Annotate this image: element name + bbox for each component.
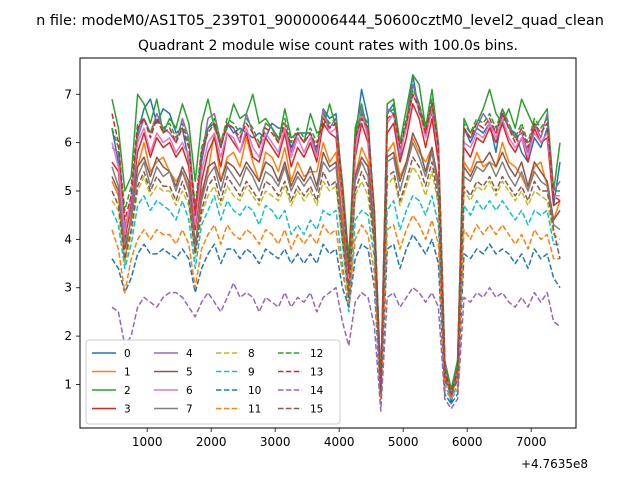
legend-label-5: 5 <box>186 367 193 379</box>
legend-label-1: 1 <box>124 367 131 379</box>
x-tick-label: 4000 <box>324 435 355 449</box>
series-line-13 <box>111 93 561 395</box>
y-tick-label: 4 <box>64 232 72 246</box>
figure-suptitle: n file: modeM0/AS1T05_239T01_9000006444_… <box>36 13 604 29</box>
legend-label-10: 10 <box>248 385 261 397</box>
x-offset-label: +4.7635e8 <box>521 457 588 471</box>
legend-label-4: 4 <box>186 348 193 360</box>
x-tick-label: 3000 <box>260 435 291 449</box>
legend-label-6: 6 <box>186 385 193 397</box>
legend-label-0: 0 <box>124 348 131 360</box>
series-line-1 <box>111 132 561 391</box>
legend-label-14: 14 <box>310 385 324 397</box>
legend-label-3: 3 <box>124 404 131 416</box>
legend-label-12: 12 <box>310 348 323 360</box>
series-line-3 <box>111 103 561 395</box>
axes-frame <box>79 57 577 429</box>
legend-label-2: 2 <box>124 385 131 397</box>
x-tick-label: 1000 <box>132 435 163 449</box>
series-line-9 <box>111 195 560 400</box>
series-line-15 <box>111 156 561 395</box>
legend-label-13: 13 <box>310 367 323 379</box>
series-line-11 <box>111 214 560 400</box>
legend-label-11: 11 <box>248 404 261 416</box>
legend-label-15: 15 <box>310 404 323 416</box>
legend-box <box>85 339 341 425</box>
y-tick-label: 2 <box>64 329 72 343</box>
x-tick-label: 7000 <box>516 435 547 449</box>
series-line-10 <box>111 233 561 405</box>
series-line-7 <box>111 141 561 395</box>
x-tick-label: 2000 <box>196 435 227 449</box>
y-tick-label: 1 <box>64 377 72 391</box>
series-line-5 <box>111 132 561 391</box>
y-tick-label: 3 <box>64 281 72 295</box>
legend-label-9: 9 <box>248 367 255 379</box>
x-tick-label: 5000 <box>388 435 419 449</box>
y-tick-label: 5 <box>64 184 72 198</box>
plot-area <box>111 74 561 412</box>
series-line-14 <box>111 282 561 412</box>
legend-label-8: 8 <box>248 348 255 360</box>
series-line-12 <box>111 88 560 391</box>
x-tick-label: 6000 <box>452 435 483 449</box>
y-tick-label: 7 <box>64 87 72 101</box>
y-tick-label: 6 <box>64 136 72 150</box>
chart-title: Quadrant 2 module wise count rates with … <box>138 38 518 54</box>
legend-label-7: 7 <box>186 404 193 416</box>
